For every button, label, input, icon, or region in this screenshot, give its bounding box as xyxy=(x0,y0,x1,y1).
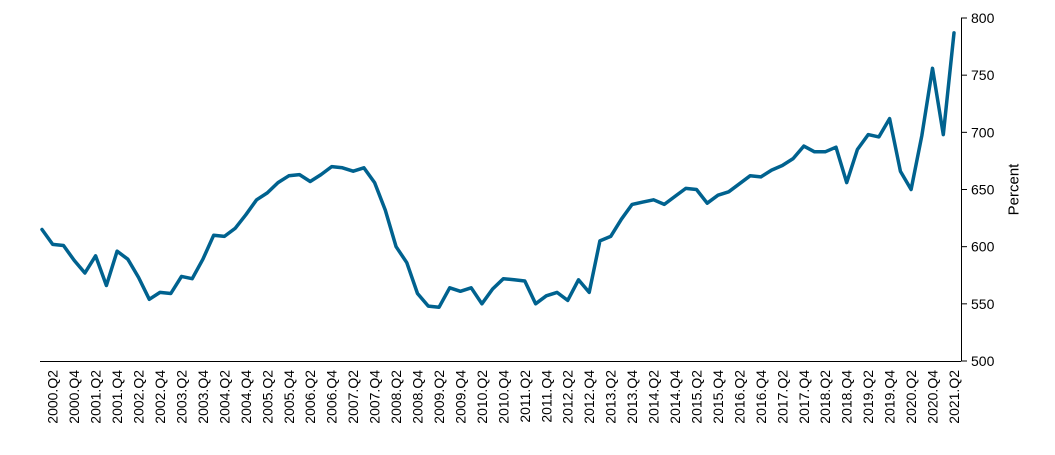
x-tick-label: 2017.Q2 xyxy=(774,370,790,424)
x-tick-label: 2002.Q2 xyxy=(131,370,147,424)
x-tick-label: 2013.Q4 xyxy=(624,370,640,424)
x-tick-label: 2018.Q4 xyxy=(839,370,855,424)
x-tick-label: 2020.Q4 xyxy=(925,370,941,424)
x-tick-label: 2021.Q2 xyxy=(946,370,962,424)
series-line xyxy=(40,31,956,310)
x-tick-label: 2012.Q2 xyxy=(560,370,576,424)
y-axis-title: Percent xyxy=(1006,163,1023,216)
x-tick-label: 2013.Q2 xyxy=(603,370,619,424)
y-axis: 500 550 600 650 700 750 800 xyxy=(961,10,995,369)
y-tick-label: 600 xyxy=(971,239,995,255)
x-tick-label: 2004.Q2 xyxy=(216,370,232,424)
x-tick-label: 2017.Q4 xyxy=(796,370,812,424)
x-tick-label: 2015.Q4 xyxy=(710,370,726,424)
x-tick-label: 2010.Q4 xyxy=(495,370,511,424)
x-tick-label: 2014.Q2 xyxy=(646,370,662,424)
x-tick-label: 2006.Q4 xyxy=(324,370,340,424)
y-tick-label: 650 xyxy=(971,182,995,198)
y-tick-label: 700 xyxy=(971,124,995,140)
x-axis: 2000.Q2 2000.Q4 2001.Q2 2001.Q4 2002.Q2 2002.… xyxy=(40,361,962,424)
x-tick-label: 2008.Q2 xyxy=(388,370,404,424)
x-tick-label: 2020.Q2 xyxy=(903,370,919,424)
x-tick-label: 2009.Q2 xyxy=(431,370,447,424)
x-tick-label: 2001.Q2 xyxy=(88,370,104,424)
x-tick-label: 2010.Q2 xyxy=(474,370,490,424)
x-tick-label: 2014.Q4 xyxy=(667,370,683,424)
y-tick-label: 800 xyxy=(971,10,995,26)
x-tick-label: 2011.Q2 xyxy=(517,370,533,423)
x-tick-label: 2005.Q4 xyxy=(281,370,297,424)
y-tick-label: 550 xyxy=(971,296,995,312)
x-tick-label: 2007.Q2 xyxy=(345,370,361,424)
x-tick-label: 2003.Q4 xyxy=(195,370,211,424)
x-tick-label: 2009.Q4 xyxy=(452,370,468,424)
x-tick-label: 2015.Q2 xyxy=(689,370,705,424)
y-tick-label: 500 xyxy=(971,353,995,369)
x-tick-label: 2011.Q4 xyxy=(538,370,554,423)
series-line-group xyxy=(40,31,956,310)
x-tick-label: 2004.Q4 xyxy=(238,370,254,424)
x-tick-label: 2006.Q2 xyxy=(302,370,318,424)
x-tick-label: 2007.Q4 xyxy=(367,370,383,424)
x-tick-label: 2002.Q4 xyxy=(152,370,168,424)
x-tick-label: 2012.Q4 xyxy=(581,370,597,424)
x-tick-label: 2019.Q2 xyxy=(860,370,876,424)
x-tick-label: 2003.Q2 xyxy=(174,370,190,424)
x-tick-label: 2018.Q2 xyxy=(817,370,833,424)
x-tick-label: 2000.Q2 xyxy=(45,370,61,424)
x-tick-label: 2000.Q4 xyxy=(66,370,82,424)
x-tick-label: 2008.Q4 xyxy=(410,370,426,424)
x-tick-label: 2001.Q4 xyxy=(109,370,125,424)
x-tick-label: 2005.Q2 xyxy=(259,370,275,424)
x-tick-label: 2016.Q4 xyxy=(753,370,769,424)
y-tick-label: 750 xyxy=(971,67,995,83)
x-tick-label: 2019.Q4 xyxy=(882,370,898,424)
x-tick-label: 2016.Q2 xyxy=(731,370,747,424)
